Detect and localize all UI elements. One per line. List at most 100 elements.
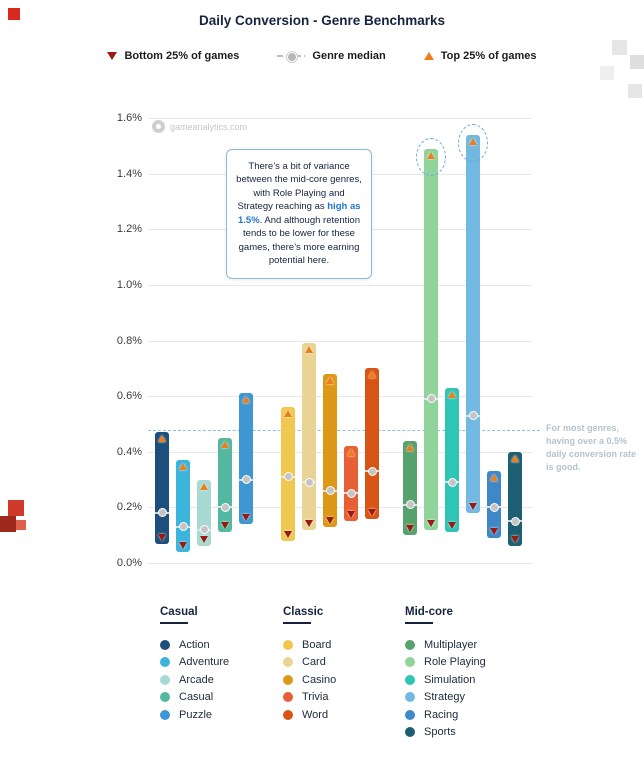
- threshold-line: [148, 429, 540, 431]
- casual-swatch-icon: [160, 692, 170, 703]
- annotation-callout: There’s a bit of variance between the mi…: [226, 149, 372, 279]
- legend-item: Sports: [405, 724, 486, 742]
- median-dot: [220, 502, 230, 512]
- legend-median: Genre median: [277, 50, 386, 62]
- top-quartile-marker: [178, 463, 187, 471]
- bottom-quartile-marker: [346, 511, 355, 519]
- bar-word: [365, 368, 379, 519]
- y-axis-tick-label: 0.4%: [116, 445, 142, 458]
- gridline: [148, 396, 532, 398]
- pixel-decoration: [0, 516, 16, 532]
- bottom-quartile-marker: [325, 516, 334, 524]
- gridline: [148, 451, 532, 453]
- legend-item-label: Sports: [424, 726, 456, 739]
- y-axis-tick-label: 0.6%: [116, 390, 142, 403]
- bar-board: [281, 407, 295, 541]
- top-quartile-marker: [220, 440, 229, 448]
- legend-group-underline: [160, 622, 188, 624]
- median-dot: [468, 411, 478, 421]
- legend-item: Casino: [283, 671, 336, 689]
- gridline: [148, 563, 532, 564]
- legend-bottom-label: Bottom 25% of games: [124, 50, 240, 62]
- pixel-decoration: [8, 500, 24, 516]
- board-swatch-icon: [283, 639, 293, 650]
- median-dot: [304, 477, 314, 487]
- pixel-decoration: [630, 55, 644, 69]
- watermark-text: gameanalytics.com: [170, 121, 248, 132]
- legend-item: Board: [283, 636, 336, 654]
- legend-top-label: Top 25% of games: [440, 50, 537, 62]
- bottom-quartile-marker: [304, 519, 313, 527]
- y-axis-tick-label: 1.6%: [116, 112, 142, 125]
- legend-group-underline: [405, 622, 433, 624]
- top-quartile-marker: [447, 390, 456, 398]
- top-quartile-marker: [405, 443, 414, 451]
- racing-swatch-icon: [405, 709, 415, 720]
- watermark: gameanalytics.com: [152, 120, 247, 133]
- legend-group-classic: Classic Board Card Casino Trivia Word: [283, 606, 336, 724]
- pixel-decoration: [612, 40, 627, 55]
- bottom-quartile-marker: [468, 502, 477, 510]
- bar-adventure: [176, 460, 190, 552]
- page-title: Daily Conversion - Genre Benchmarks: [198, 13, 446, 28]
- legend-item: Word: [283, 706, 336, 724]
- bottom-quartile-marker: [447, 522, 456, 530]
- bottom-quartile-marker: [405, 525, 414, 533]
- legend-group-title: Mid-core: [405, 606, 453, 618]
- median-dot: [199, 525, 209, 535]
- top-legend: Bottom 25% of games Genre median Top 25%…: [0, 50, 644, 62]
- legend-item-label: Card: [302, 656, 326, 669]
- legend-item-label: Action: [179, 638, 210, 651]
- bottom-quartile-icon: [107, 52, 118, 60]
- legend-group-title: Casual: [160, 606, 198, 618]
- y-axis-tick-label: 0.2%: [116, 501, 142, 514]
- top-quartile-marker: [241, 396, 250, 404]
- top-quartile-marker: [157, 435, 166, 443]
- highlight-circle: [416, 137, 446, 176]
- legend-item-label: Puzzle: [179, 708, 213, 721]
- legend-item-label: Trivia: [302, 691, 329, 704]
- legend-item-label: Strategy: [424, 691, 465, 704]
- bottom-quartile-marker: [510, 536, 519, 544]
- legend-group-mid-core: Mid-core Multiplayer Role Playing Simulatio…: [405, 606, 486, 741]
- median-dot: [426, 394, 436, 404]
- legend-item: Card: [283, 654, 336, 672]
- median-dot: [346, 488, 356, 498]
- median-dot: [405, 500, 415, 510]
- legend-item: Arcade: [160, 671, 229, 689]
- bar-arcade: [197, 479, 211, 547]
- legend-top-quartile: Top 25% of games: [423, 50, 537, 62]
- bar-strategy: [466, 134, 480, 513]
- median-dot: [325, 486, 335, 496]
- legend-item: Role Playing: [405, 654, 486, 672]
- gridline: [148, 507, 532, 509]
- top-quartile-marker: [199, 482, 208, 490]
- strategy-swatch-icon: [405, 692, 415, 703]
- highlight-circle: [458, 123, 488, 162]
- top-quartile-marker: [346, 449, 355, 457]
- bar-multiplayer: [403, 440, 417, 536]
- arcade-swatch-icon: [160, 674, 170, 685]
- bar-trivia: [344, 446, 358, 522]
- card-swatch-icon: [283, 657, 293, 668]
- callout-text-after: . And although retention tends to be low…: [238, 214, 360, 267]
- bottom-quartile-marker: [426, 519, 435, 527]
- trivia-swatch-icon: [283, 692, 293, 703]
- pixel-decoration: [628, 84, 642, 98]
- median-dot: [157, 508, 167, 518]
- role-playing-swatch-icon: [405, 657, 415, 668]
- legend-item-label: Simulation: [424, 673, 476, 686]
- median-dot: [283, 472, 293, 482]
- threshold-note: For most genres, having over a 0.5% dail…: [546, 423, 637, 473]
- legend-item: Adventure: [160, 654, 229, 672]
- median-dot: [241, 475, 251, 485]
- y-axis-tick-label: 1.2%: [116, 223, 142, 236]
- legend-item-label: Casino: [302, 673, 337, 686]
- legend-group-casual: Casual Action Adventure Arcade Casual Puzzle: [160, 606, 229, 724]
- legend-median-label: Genre median: [312, 50, 386, 62]
- legend-item-label: Role Playing: [424, 656, 486, 669]
- legend-item-label: Casual: [179, 691, 214, 704]
- bottom-quartile-marker: [489, 527, 498, 535]
- legend-item: Simulation: [405, 671, 486, 689]
